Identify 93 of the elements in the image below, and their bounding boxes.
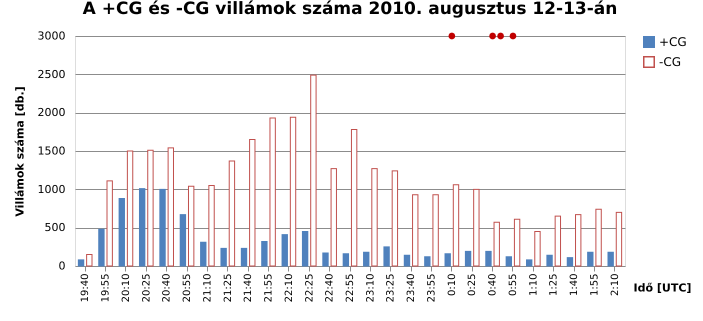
x-tick-label: 0:40 bbox=[488, 274, 499, 296]
bar bbox=[118, 198, 125, 266]
bar bbox=[180, 214, 186, 266]
bar bbox=[249, 139, 256, 266]
bar bbox=[220, 248, 227, 266]
x-tick-label: 20:10 bbox=[120, 274, 132, 302]
bar bbox=[566, 257, 574, 266]
bar bbox=[168, 147, 174, 266]
x-tick-label: 1:40 bbox=[569, 274, 580, 296]
x-tick-label: 23:25 bbox=[386, 274, 397, 302]
x-tick-label: 22:55 bbox=[345, 274, 356, 302]
x-tick-label: 22:25 bbox=[304, 274, 316, 302]
bar bbox=[78, 259, 84, 266]
bar bbox=[98, 228, 105, 266]
bar bbox=[546, 254, 553, 266]
bar bbox=[587, 252, 594, 266]
x-tick-label: 23:40 bbox=[406, 274, 418, 302]
x-tick-label: 0:25 bbox=[467, 274, 478, 296]
bar bbox=[404, 254, 410, 266]
bar bbox=[432, 194, 439, 266]
x-tick-label: 1:25 bbox=[548, 274, 560, 296]
y-tick-label: 2000 bbox=[38, 106, 66, 120]
bar bbox=[526, 259, 532, 266]
bar bbox=[269, 118, 276, 266]
bar bbox=[424, 256, 431, 266]
bar bbox=[371, 168, 378, 266]
bar bbox=[485, 250, 492, 266]
bar bbox=[126, 150, 134, 266]
bar bbox=[138, 188, 146, 266]
x-axis-title: Idő [UTC] bbox=[634, 282, 692, 294]
bar bbox=[302, 231, 308, 266]
y-tick-label: 500 bbox=[44, 221, 66, 234]
bar bbox=[575, 214, 582, 266]
x-tick-label: 19:55 bbox=[100, 274, 112, 302]
bar bbox=[383, 246, 390, 266]
bar bbox=[494, 222, 500, 266]
y-tick-label: 2500 bbox=[38, 68, 66, 81]
x-tick-label: 0:10 bbox=[446, 274, 458, 296]
bar bbox=[290, 116, 296, 266]
bar bbox=[452, 184, 460, 266]
bar bbox=[282, 234, 288, 266]
x-tick-label: 21:55 bbox=[264, 274, 275, 302]
y-tick-label: 1000 bbox=[38, 182, 66, 196]
bar bbox=[322, 252, 329, 266]
y-tick-label: 0 bbox=[58, 260, 66, 272]
bar bbox=[514, 218, 520, 266]
bar bbox=[330, 168, 337, 266]
x-tick-label: 19:40 bbox=[80, 274, 92, 302]
bar bbox=[208, 185, 215, 266]
x-tick-label: 21:10 bbox=[202, 274, 214, 302]
bar bbox=[159, 188, 166, 266]
bar bbox=[188, 186, 194, 266]
x-tick-label: 20:40 bbox=[162, 274, 173, 302]
x-tick-label: 20:55 bbox=[182, 274, 194, 302]
bar bbox=[554, 216, 562, 266]
bar bbox=[86, 254, 93, 266]
bar bbox=[147, 150, 154, 266]
x-tick-label: 2:10 bbox=[610, 274, 621, 296]
x-tick-label: 22:40 bbox=[324, 274, 336, 302]
chart-title: A +CG és -CG villámok száma 2010. augusztus 12-13-án bbox=[82, 0, 618, 19]
bar bbox=[350, 129, 358, 266]
bar bbox=[392, 170, 398, 266]
bar bbox=[506, 256, 512, 266]
x-tick-label: 22:10 bbox=[284, 274, 295, 302]
bar bbox=[200, 242, 206, 266]
x-tick-label: 21:40 bbox=[243, 274, 254, 302]
y-axis-title: Villámok száma [db.] bbox=[14, 86, 27, 217]
legend-label: -CG bbox=[659, 55, 682, 69]
bar bbox=[607, 252, 614, 266]
x-tick-label: 1:10 bbox=[528, 274, 540, 296]
legend-label: +CG bbox=[659, 35, 687, 49]
x-tick-label: 23:10 bbox=[365, 274, 376, 302]
bar bbox=[363, 252, 370, 266]
x-tick-label: 23:55 bbox=[426, 274, 438, 302]
y-tick-label: 1500 bbox=[38, 144, 66, 158]
bar bbox=[342, 253, 350, 266]
bar bbox=[464, 250, 472, 266]
bar bbox=[240, 248, 248, 266]
x-tick-label: 20:25 bbox=[141, 274, 152, 302]
bar bbox=[616, 212, 622, 266]
x-tick-label: 0:55 bbox=[508, 274, 519, 296]
bar bbox=[473, 188, 480, 266]
bar bbox=[595, 208, 602, 266]
bar bbox=[228, 160, 236, 266]
bar bbox=[106, 180, 113, 266]
x-tick-label: 1:55 bbox=[589, 274, 600, 296]
bar bbox=[444, 253, 451, 266]
bar bbox=[412, 194, 418, 266]
x-tick-label: 21:25 bbox=[222, 274, 234, 302]
bar bbox=[534, 231, 541, 266]
bar bbox=[261, 240, 268, 266]
bar bbox=[310, 74, 317, 266]
y-tick-label: 3000 bbox=[38, 30, 66, 42]
